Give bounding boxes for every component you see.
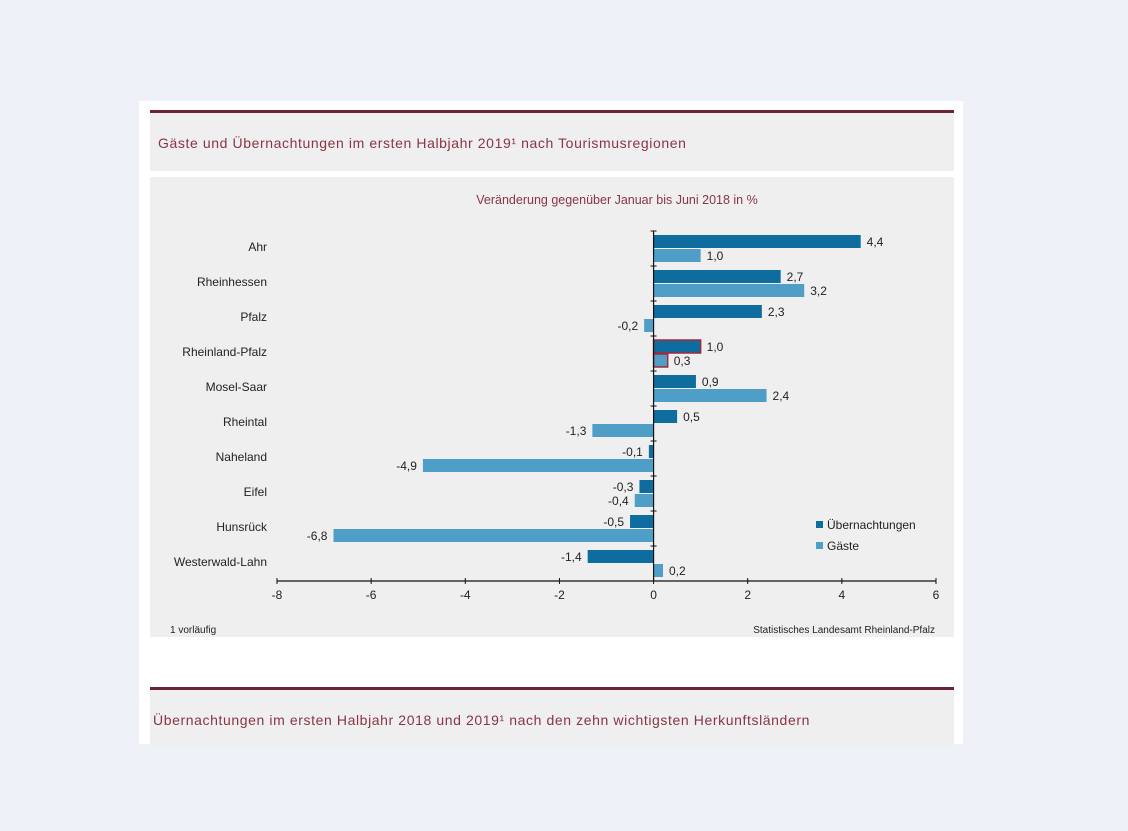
data-label: -0,4	[608, 494, 629, 508]
bar-gaeste	[422, 459, 654, 472]
source-note: Statistisches Landesamt Rheinland-Pfalz	[753, 625, 935, 636]
bar-uebernachtungen	[653, 305, 762, 318]
data-label: 2,3	[768, 305, 785, 319]
bar-gaeste	[652, 353, 669, 368]
legend-label-gaeste: Gäste	[827, 539, 859, 553]
bar-gaeste	[644, 319, 654, 332]
legend-label-uebernachtungen: Übernachtungen	[827, 518, 916, 532]
category-label: Pfalz	[240, 310, 267, 324]
data-label: -0,2	[617, 319, 638, 333]
category-label: Mosel-Saar	[206, 380, 267, 394]
bar-uebernachtungen	[653, 235, 861, 248]
bar-gaeste	[653, 284, 805, 297]
data-label: 0,5	[683, 410, 700, 424]
bar-gaeste	[653, 389, 767, 402]
data-label: 0,3	[674, 354, 691, 368]
data-label: 2,7	[787, 270, 804, 284]
chart-area: Veränderung gegenüber Januar bis Juni 20…	[150, 177, 954, 637]
legend-swatch-gaeste	[816, 542, 823, 549]
category-label: Rheinland-Pfalz	[182, 345, 267, 359]
category-label: Ahr	[248, 240, 267, 254]
x-tick-label: -2	[554, 588, 565, 602]
data-label: -6,8	[307, 529, 328, 543]
chart-heading: Gäste und Übernachtungen im ersten Halbj…	[158, 135, 687, 151]
x-tick-label: -4	[460, 588, 471, 602]
bar-uebernachtungen	[652, 339, 702, 354]
bar-uebernachtungen	[653, 375, 696, 388]
data-label: -1,3	[566, 424, 587, 438]
next-chart-heading: Übernachtungen im ersten Halbjahr 2018 u…	[153, 712, 810, 728]
bar-gaeste	[634, 494, 654, 507]
data-label: 4,4	[867, 235, 884, 249]
category-label: Rheintal	[223, 415, 267, 429]
data-label: -0,5	[603, 515, 624, 529]
data-label: 2,4	[773, 389, 790, 403]
data-label: -0,1	[622, 445, 643, 459]
x-tick-label: 4	[839, 588, 846, 602]
bar-uebernachtungen	[653, 270, 781, 283]
category-label: Rheinhessen	[197, 275, 267, 289]
data-label: -0,3	[613, 480, 634, 494]
bar-gaeste	[653, 564, 663, 577]
legend: Übernachtungen Gäste	[816, 518, 916, 553]
data-label: 1,0	[707, 340, 724, 354]
x-tick-label: 6	[933, 588, 940, 602]
bar-uebernachtungen	[630, 515, 654, 528]
bar-uebernachtungen	[587, 550, 654, 563]
next-chart-title-bar: Übernachtungen im ersten Halbjahr 2018 u…	[150, 687, 954, 747]
data-label: -4,9	[396, 459, 417, 473]
bar-gaeste	[333, 529, 654, 542]
bars-group: 4,4 1,0 2,7 3,2 2,3 -0,2 1,0 0,3 0,9 2,4 0,5 -1,3 -0…	[307, 235, 884, 578]
axes-group: Ahr Rheinhessen Pfalz Rheinland-Pfalz Mosel-…	[174, 230, 940, 602]
legend-swatch-uebernachtungen	[816, 521, 823, 528]
data-label: 3,2	[810, 284, 827, 298]
footnote: 1 vorläufig	[170, 625, 216, 636]
data-label: 0,2	[669, 564, 686, 578]
bar-chart: Veränderung gegenüber Januar bis Juni 20…	[170, 193, 940, 636]
bar-uebernachtungen	[639, 480, 654, 493]
chart-card: Gäste und Übernachtungen im ersten Halbj…	[139, 101, 963, 747]
category-label: Naheland	[216, 450, 267, 464]
x-tick-label: 0	[650, 588, 657, 602]
bar-gaeste	[592, 424, 654, 437]
bar-uebernachtungen	[653, 410, 678, 423]
data-label: 1,0	[707, 249, 724, 263]
bar-uebernachtungen	[648, 445, 654, 458]
category-label: Hunsrück	[216, 520, 268, 534]
x-tick-label: 2	[744, 588, 751, 602]
chart-title-bar: Gäste und Übernachtungen im ersten Halbj…	[150, 110, 954, 171]
bar-gaeste	[653, 249, 701, 262]
x-tick-label: -6	[366, 588, 377, 602]
chart-subtitle: Veränderung gegenüber Januar bis Juni 20…	[476, 193, 757, 207]
x-tick-label: -8	[272, 588, 283, 602]
data-label: 0,9	[702, 375, 719, 389]
data-label: -1,4	[561, 550, 582, 564]
category-label: Westerwald-Lahn	[174, 555, 267, 569]
category-label: Eifel	[244, 485, 267, 499]
